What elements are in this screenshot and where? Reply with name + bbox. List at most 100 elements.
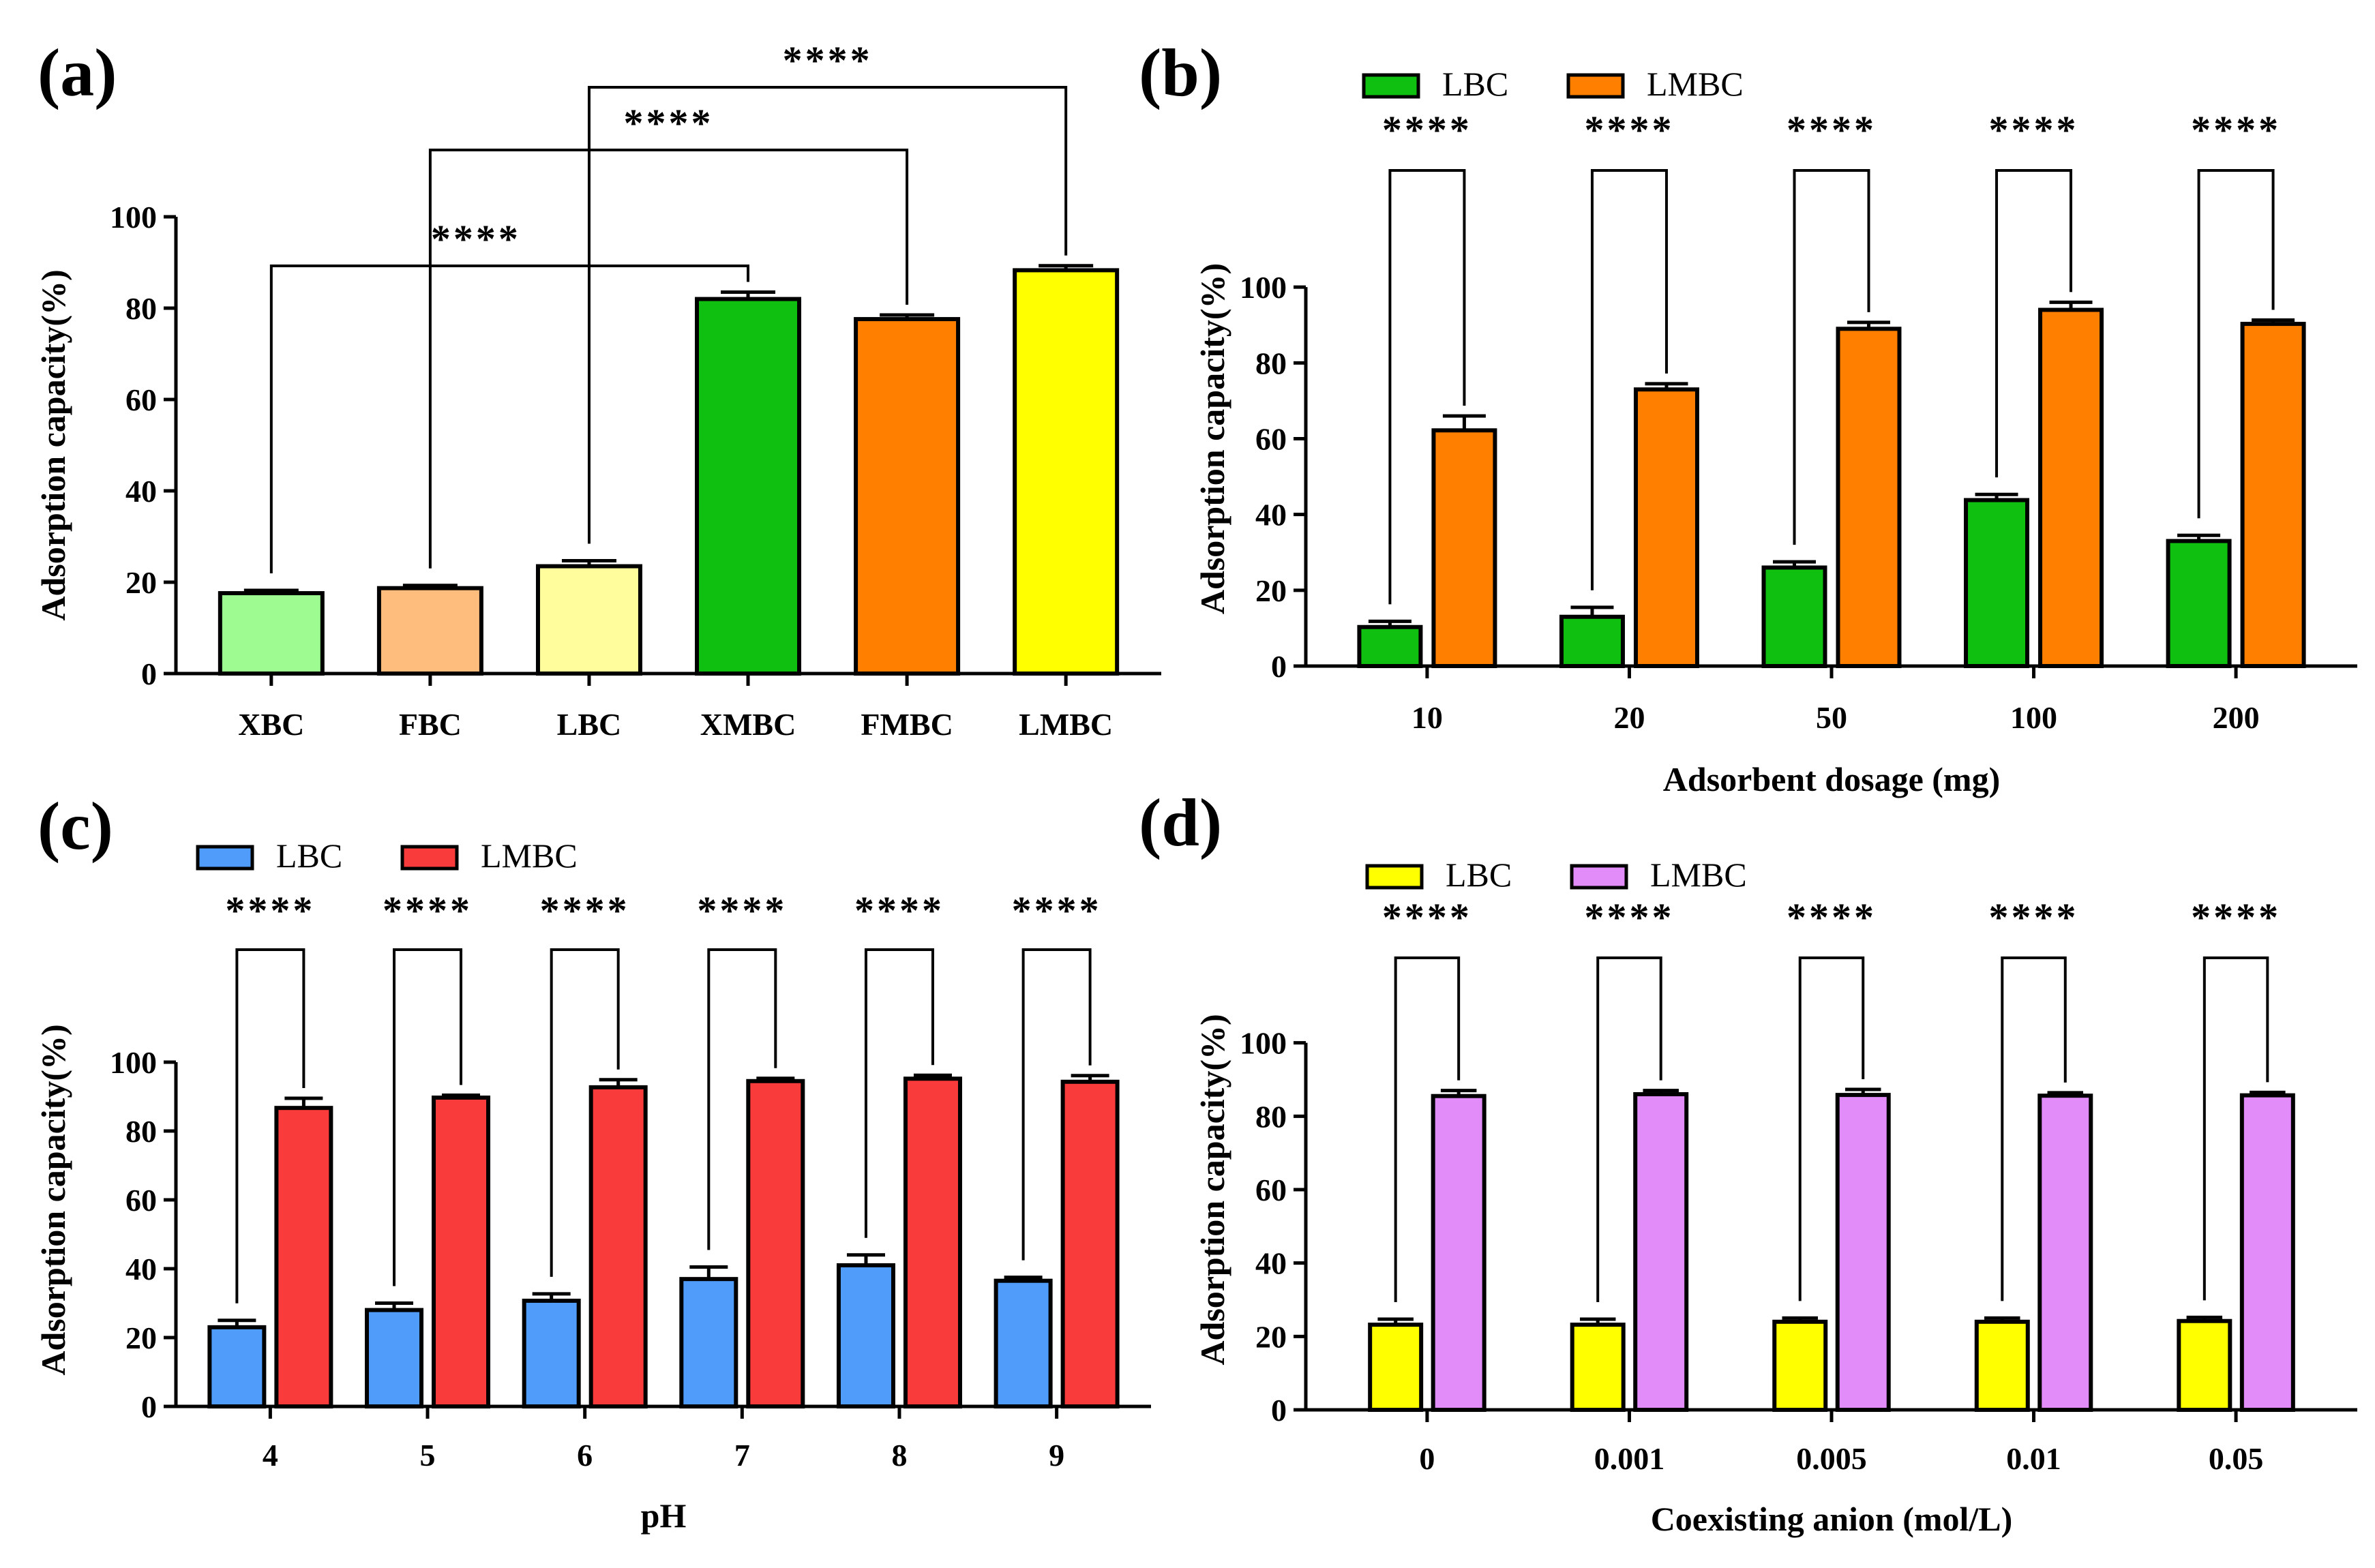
bar-lmbc [1633, 1092, 1689, 1412]
legend-swatch-lbc [1365, 864, 1424, 890]
significance-bracket [1793, 169, 1870, 545]
significance-bracket [235, 948, 305, 1303]
bar-lbc [1974, 1319, 2030, 1413]
significance-bracket [269, 265, 750, 574]
bar-lmbc [588, 1085, 648, 1408]
legend-swatch-lmbc [1566, 73, 1625, 99]
legend-swatch-lbc [1362, 73, 1420, 99]
bar-lbc [1368, 1323, 1424, 1413]
x-tick-label: XMBC [700, 707, 796, 742]
y-tick-label: 20 [1255, 573, 1287, 608]
significance-label: **** [540, 888, 630, 933]
x-tick-label: 200 [2213, 700, 2260, 735]
panel-label: (b) [1139, 35, 1222, 110]
x-tick-label: 0.01 [2006, 1441, 2061, 1476]
significance-bracket [1590, 169, 1668, 590]
x-tick-label: 8 [891, 1438, 907, 1473]
significance-label: **** [854, 888, 944, 933]
bar-lmbc [2239, 1093, 2295, 1412]
x-tick-label: LMBC [1019, 707, 1113, 742]
y-axis-label: Adsorption capacity(%) [34, 1024, 72, 1375]
y-tick-label: 80 [1255, 1099, 1287, 1134]
significance-bracket [1021, 948, 1092, 1261]
x-tick-label: 0 [1419, 1441, 1435, 1476]
y-tick-label: 100 [1240, 1026, 1287, 1061]
y-axis-label: Adsorption capacity(%) [34, 269, 72, 620]
bar [695, 297, 802, 676]
x-axis-label: Adsorbent dosage (mg) [1663, 760, 2000, 798]
bar-lbc [1559, 614, 1625, 668]
significance-bracket [1798, 956, 1865, 1301]
significance-bracket [2001, 956, 2067, 1301]
y-tick-label: 0 [1271, 1393, 1287, 1428]
chart-panel-3: (d) 0 20 40 60 80 100 Adsorption capacity(%) 0 0.… [1139, 785, 2357, 1538]
significance-label: **** [1012, 888, 1102, 933]
y-tick-label: 40 [125, 474, 157, 509]
bar-lmbc [1835, 1093, 1891, 1412]
bar-lbc [1772, 1319, 1828, 1413]
significance-bracket [2202, 956, 2269, 1301]
bar-lmbc [2037, 1094, 2093, 1412]
significance-label: **** [697, 888, 787, 933]
bar-lmbc [1836, 327, 1902, 668]
significance-bracket [864, 948, 934, 1238]
y-axis-label: Adsorption capacity(%) [1193, 263, 1231, 614]
significance-bracket [393, 948, 463, 1286]
significance-label: **** [1584, 108, 1674, 152]
significance-label: **** [2191, 895, 2281, 939]
bar-lmbc [2240, 322, 2306, 668]
significance-label: **** [1989, 895, 2079, 939]
significance-label: **** [431, 217, 521, 261]
legend-label-lmbc: LMBC [1650, 856, 1747, 894]
bar-lbc [1761, 565, 1827, 668]
bar-lbc [365, 1308, 424, 1408]
x-axis-label: Coexisting anion (mol/L) [1651, 1500, 2013, 1538]
x-tick-label: 9 [1049, 1438, 1064, 1473]
y-tick-label: 100 [110, 1045, 157, 1080]
significance-bracket [2197, 169, 2275, 519]
bar-lmbc [1060, 1079, 1120, 1409]
significance-bracket [707, 948, 777, 1250]
significance-bracket [550, 948, 620, 1277]
legend-swatch-lbc [196, 845, 254, 871]
bar [854, 317, 961, 676]
y-tick-label: 20 [1255, 1319, 1287, 1354]
bar-lmbc [2038, 307, 2104, 668]
bar-lmbc [903, 1076, 962, 1408]
significance-label: **** [225, 888, 315, 933]
significance-label: **** [1382, 895, 1472, 939]
significance-label: **** [1584, 895, 1674, 939]
bar-lbc [207, 1325, 267, 1408]
y-tick-label: 40 [125, 1252, 157, 1286]
chart-panel-0: (a) 0 20 40 60 80 100 Adsorption capacity(%) XBC… [34, 35, 1161, 742]
significance-bracket [1394, 956, 1461, 1303]
significance-label: **** [383, 888, 473, 933]
bar-lmbc [1431, 428, 1497, 668]
bar-lmbc [1431, 1094, 1487, 1412]
panel-label: (c) [38, 788, 113, 864]
chart-panel-1: (b) 0 20 40 60 80 100 Adsorption capacity(%) 10 2… [1139, 35, 2357, 798]
significance-bracket [1995, 169, 2073, 478]
x-tick-label: 6 [577, 1438, 593, 1473]
bar-lbc [522, 1298, 581, 1408]
bar [535, 564, 642, 676]
bar [1013, 268, 1120, 676]
legend-label-lbc: LBC [1446, 856, 1512, 894]
y-tick-label: 60 [125, 382, 157, 417]
significance-label: **** [1989, 108, 2079, 152]
y-tick-label: 100 [110, 200, 157, 235]
significance-label: **** [1382, 108, 1472, 152]
bar-lbc [994, 1278, 1053, 1409]
y-tick-label: 0 [141, 1389, 157, 1424]
bar-lmbc [432, 1096, 491, 1408]
significance-label: **** [1787, 895, 1877, 939]
y-axis-label: Adsorption capacity(%) [1193, 1014, 1231, 1365]
significance-label: **** [783, 38, 873, 82]
panel-label: (d) [1139, 785, 1222, 860]
bar-lbc [836, 1263, 895, 1408]
y-tick-label: 0 [141, 657, 157, 691]
x-tick-label: FBC [399, 707, 462, 742]
legend-label-lbc: LBC [1442, 65, 1508, 103]
y-tick-label: 80 [125, 291, 157, 326]
